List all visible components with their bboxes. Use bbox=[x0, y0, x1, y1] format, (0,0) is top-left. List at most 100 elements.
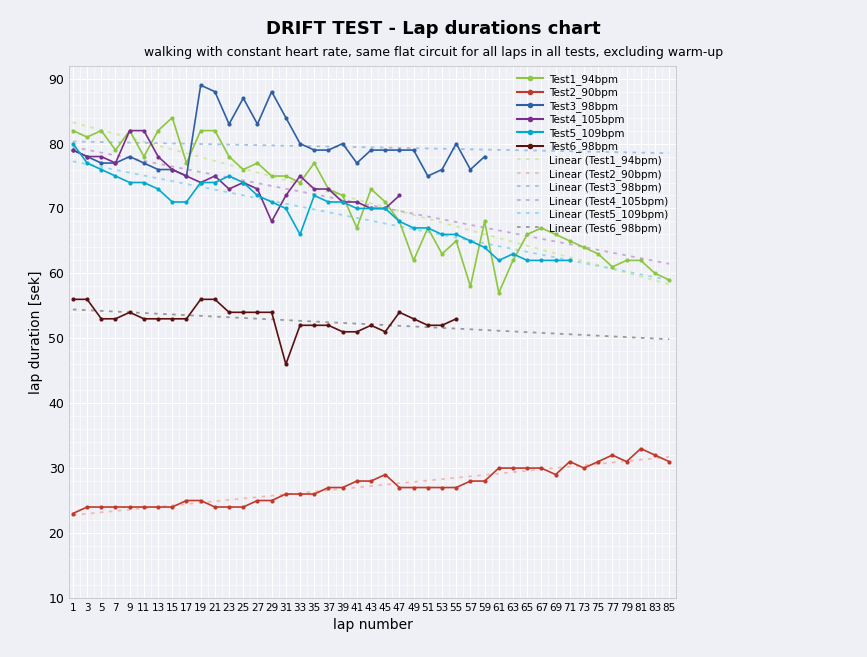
Line: Test3_98bpm: Test3_98bpm bbox=[71, 83, 486, 178]
Test3_98bpm bbox=[167, 166, 178, 173]
Test5_109bpm bbox=[195, 179, 205, 187]
Test4_105bpm bbox=[337, 198, 348, 206]
Test6_98bpm bbox=[252, 308, 263, 316]
Test5_109bpm bbox=[508, 250, 518, 258]
Test6_98bpm bbox=[437, 321, 447, 329]
Test4_105bpm bbox=[252, 185, 263, 193]
Test1_94bpm bbox=[437, 250, 447, 258]
Test2_90bpm bbox=[394, 484, 405, 491]
Test5_109bpm bbox=[408, 224, 419, 232]
Line: Test4_105bpm: Test4_105bpm bbox=[71, 129, 401, 223]
Test2_90bpm bbox=[110, 503, 121, 511]
Test6_98bpm bbox=[195, 296, 205, 304]
Test2_90bpm bbox=[466, 477, 476, 485]
Test1_94bpm bbox=[352, 224, 362, 232]
Test1_94bpm bbox=[81, 133, 92, 141]
Test3_98bpm bbox=[195, 81, 205, 89]
Test5_109bpm bbox=[125, 179, 135, 187]
Test4_105bpm bbox=[68, 146, 78, 154]
Test1_94bpm bbox=[252, 159, 263, 167]
Test6_98bpm bbox=[323, 321, 334, 329]
Test6_98bpm bbox=[110, 315, 121, 323]
Test2_90bpm bbox=[309, 490, 319, 498]
Test3_98bpm bbox=[323, 146, 334, 154]
Test5_109bpm bbox=[493, 256, 504, 264]
Test3_98bpm bbox=[380, 146, 390, 154]
Test1_94bpm bbox=[295, 179, 305, 187]
Test1_94bpm bbox=[380, 198, 390, 206]
Test5_109bpm bbox=[466, 237, 476, 245]
Test2_90bpm bbox=[493, 464, 504, 472]
Test4_105bpm bbox=[394, 192, 405, 200]
Test6_98bpm bbox=[224, 308, 234, 316]
Test4_105bpm bbox=[195, 179, 205, 187]
Test2_90bpm bbox=[295, 490, 305, 498]
Test2_90bpm bbox=[96, 503, 107, 511]
Test6_98bpm bbox=[352, 328, 362, 336]
Test1_94bpm bbox=[337, 192, 348, 200]
Test4_105bpm bbox=[295, 172, 305, 180]
Test3_98bpm bbox=[281, 114, 291, 122]
Test1_94bpm bbox=[139, 152, 149, 160]
Test1_94bpm bbox=[309, 159, 319, 167]
Test1_94bpm bbox=[466, 283, 476, 290]
Test1_94bpm bbox=[110, 146, 121, 154]
Test3_98bpm bbox=[238, 94, 249, 102]
Test3_98bpm bbox=[210, 88, 220, 96]
Test4_105bpm bbox=[224, 185, 234, 193]
Test6_98bpm bbox=[408, 315, 419, 323]
Test6_98bpm bbox=[366, 321, 376, 329]
Test6_98bpm bbox=[394, 308, 405, 316]
Test5_109bpm bbox=[68, 140, 78, 148]
Test2_90bpm bbox=[564, 458, 575, 466]
Test5_109bpm bbox=[394, 217, 405, 225]
Test5_109bpm bbox=[366, 204, 376, 212]
Test6_98bpm bbox=[125, 308, 135, 316]
Test6_98bpm bbox=[380, 328, 390, 336]
Test1_94bpm bbox=[238, 166, 249, 173]
Test3_98bpm bbox=[295, 140, 305, 148]
Test5_109bpm bbox=[81, 159, 92, 167]
Test5_109bpm bbox=[295, 231, 305, 238]
Test4_105bpm bbox=[110, 159, 121, 167]
Test5_109bpm bbox=[551, 256, 561, 264]
Test4_105bpm bbox=[181, 172, 192, 180]
Test3_98bpm bbox=[96, 159, 107, 167]
Test5_109bpm bbox=[536, 256, 546, 264]
Test2_90bpm bbox=[451, 484, 461, 491]
Test5_109bpm bbox=[422, 224, 433, 232]
Test2_90bpm bbox=[238, 503, 249, 511]
Test2_90bpm bbox=[664, 458, 675, 466]
Test5_109bpm bbox=[309, 192, 319, 200]
Test5_109bpm bbox=[252, 192, 263, 200]
Test1_94bpm bbox=[551, 231, 561, 238]
Test2_90bpm bbox=[224, 503, 234, 511]
Text: DRIFT TEST - Lap durations chart: DRIFT TEST - Lap durations chart bbox=[266, 20, 601, 37]
Test3_98bpm bbox=[252, 120, 263, 128]
Y-axis label: lap duration [sek]: lap duration [sek] bbox=[29, 270, 43, 394]
Test4_105bpm bbox=[139, 127, 149, 135]
Test6_98bpm bbox=[153, 315, 163, 323]
Test5_109bpm bbox=[266, 198, 277, 206]
Test6_98bpm bbox=[96, 315, 107, 323]
Test2_90bpm bbox=[181, 497, 192, 505]
Test5_109bpm bbox=[451, 231, 461, 238]
Test2_90bpm bbox=[281, 490, 291, 498]
Test5_109bpm bbox=[380, 204, 390, 212]
Test5_109bpm bbox=[139, 179, 149, 187]
Test5_109bpm bbox=[522, 256, 532, 264]
Test3_98bpm bbox=[451, 140, 461, 148]
Test1_94bpm bbox=[281, 172, 291, 180]
Test6_98bpm bbox=[167, 315, 178, 323]
Test4_105bpm bbox=[125, 127, 135, 135]
Test5_109bpm bbox=[167, 198, 178, 206]
Line: Test5_109bpm: Test5_109bpm bbox=[71, 141, 572, 263]
Test1_94bpm bbox=[366, 185, 376, 193]
Test2_90bpm bbox=[649, 451, 660, 459]
Test2_90bpm bbox=[408, 484, 419, 491]
Test6_98bpm bbox=[422, 321, 433, 329]
Test1_94bpm bbox=[649, 269, 660, 277]
Test1_94bpm bbox=[408, 256, 419, 264]
Test6_98bpm bbox=[139, 315, 149, 323]
Test3_98bpm bbox=[139, 159, 149, 167]
